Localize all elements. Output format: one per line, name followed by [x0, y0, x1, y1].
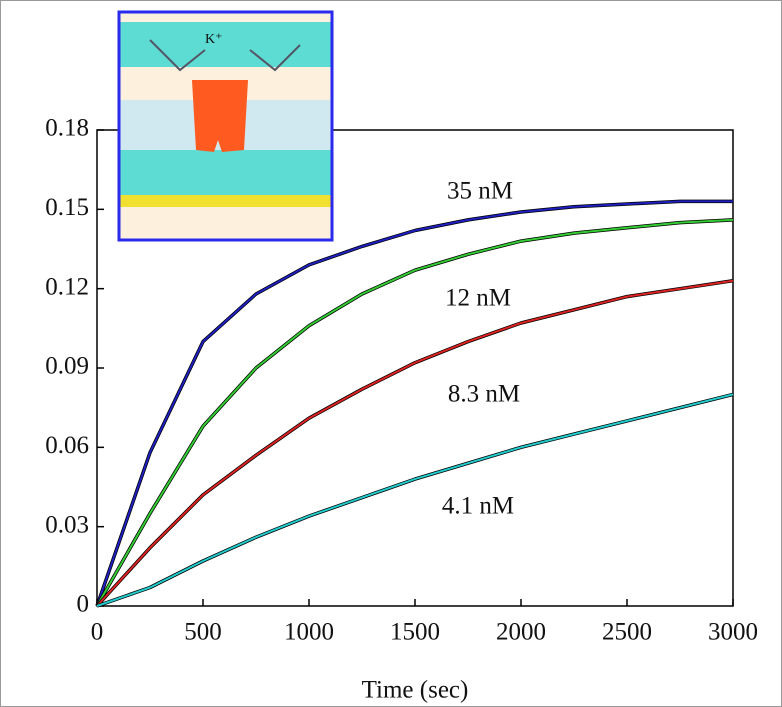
x-tick-label: 0 [91, 619, 104, 646]
series-label: 12 nM [445, 285, 511, 312]
inset-border [117, 10, 334, 242]
series-label: 4.1 nM [442, 493, 514, 520]
inset-label: K⁺ [205, 32, 223, 47]
inset-water [119, 150, 332, 195]
x-tick-label: 1500 [390, 619, 440, 646]
y-tick-label: 0.18 [45, 115, 89, 142]
series-label: 35 nM [447, 178, 513, 205]
fit-line [96, 279, 734, 607]
x-tick-label: 2000 [496, 619, 546, 646]
y-tick-label: 0.03 [45, 511, 89, 538]
inset-channel [192, 80, 248, 152]
inset-molecule [149, 39, 301, 72]
y-tick-label: 0.15 [45, 194, 89, 221]
data-trace [95, 218, 734, 607]
inset-water [119, 22, 332, 67]
x-tick-label: 500 [184, 619, 222, 646]
inset: K⁺ [117, 10, 334, 242]
fit-line [96, 393, 734, 607]
fit-line [96, 200, 733, 607]
y-tick-label: 0.09 [45, 353, 89, 380]
x-tick-label: 3000 [708, 619, 758, 646]
y-tick-label: 0.12 [45, 273, 89, 300]
y-tick-label: 0 [77, 591, 90, 618]
inset-gold [119, 195, 332, 207]
series-label: 8.3 nM [448, 381, 520, 408]
data-trace [96, 392, 734, 608]
x-tick-label: 2500 [602, 619, 652, 646]
y-tick-label: 0.06 [45, 432, 89, 459]
data-trace [95, 199, 733, 607]
fit-line [96, 218, 734, 607]
x-axis-label: Time (sec) [362, 677, 469, 704]
x-tick-label: 1000 [284, 619, 334, 646]
